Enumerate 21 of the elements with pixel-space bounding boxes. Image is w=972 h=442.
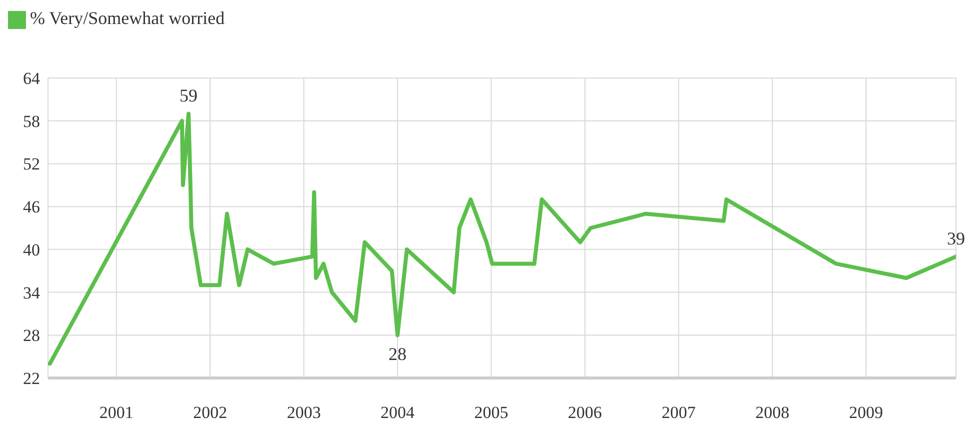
annotation: 28	[388, 344, 407, 364]
x-tick-label: 2004	[380, 403, 416, 422]
legend-label: % Very/Somewhat worried	[30, 8, 225, 28]
y-tick-label: 22	[23, 369, 40, 388]
y-tick-label: 64	[23, 69, 40, 88]
x-tick-label: 2005	[474, 403, 508, 422]
y-tick-label: 58	[23, 112, 40, 131]
x-tick-label: 2006	[568, 403, 602, 422]
x-tick-label: 2003	[286, 403, 321, 422]
y-tick-label: 40	[23, 240, 40, 260]
x-tick-label: 2008	[755, 403, 790, 422]
y-tick-label: 28	[23, 326, 40, 346]
x-tick-label: 2002	[193, 403, 228, 422]
annotation: 39	[947, 228, 965, 249]
y-tick-label: 52	[23, 154, 40, 174]
x-tick-label: 2009	[849, 403, 884, 422]
x-tick-label: 2007	[662, 403, 696, 422]
x-tick-label: 2001	[99, 403, 134, 422]
y-tick-label: 46	[23, 198, 40, 217]
y-tick-label: 34	[23, 283, 40, 302]
annotation: 59	[180, 86, 198, 106]
